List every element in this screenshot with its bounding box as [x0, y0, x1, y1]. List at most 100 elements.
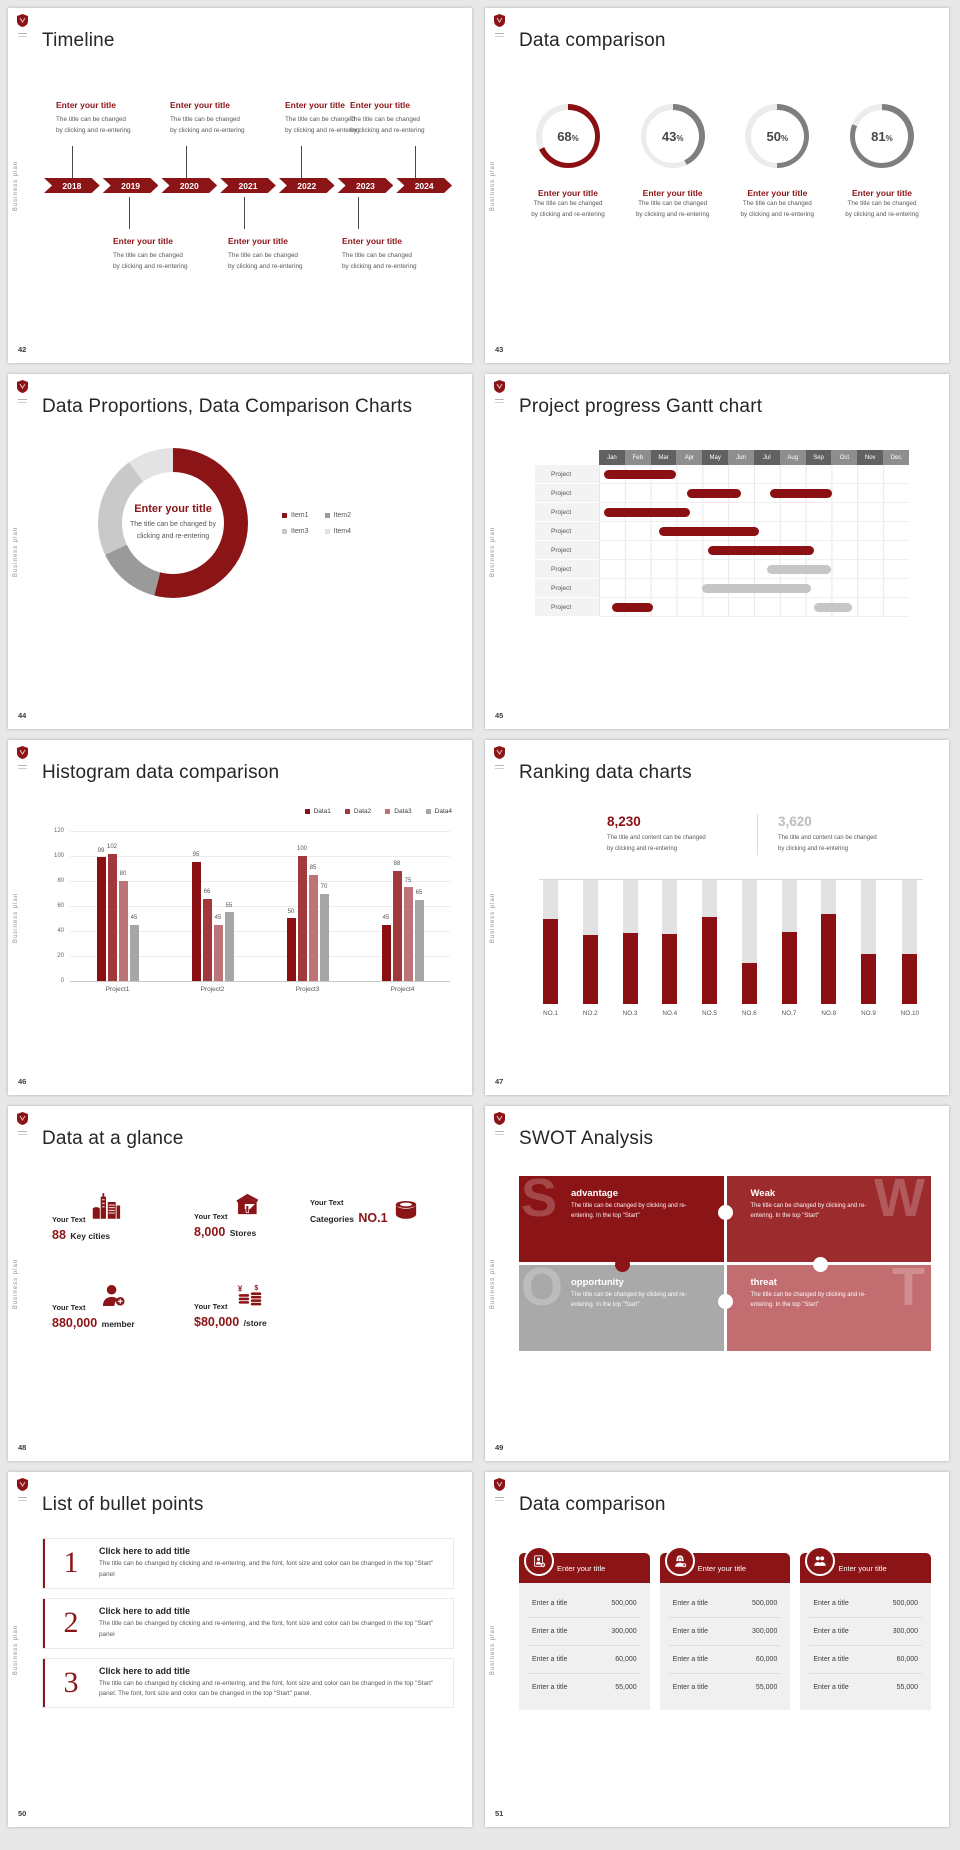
- bar-column: 99: [96, 831, 106, 981]
- card-header-title: Enter your title: [697, 1563, 747, 1573]
- timeline-entry: Enter your title The title can be change…: [228, 236, 326, 272]
- timeline-entry-text: by clicking and re-entering: [285, 127, 360, 135]
- ranking-columns: NO.1 NO.2 NO.3 NO.4 NO.5 NO.6 NO.7 NO.8 …: [539, 878, 923, 1017]
- ranking-column: NO.9: [861, 879, 876, 1017]
- pie-chart-area: Enter your title The title can be change…: [42, 448, 454, 598]
- bar-track: [702, 879, 717, 1004]
- data-bar: [392, 871, 402, 981]
- bar-value-label: 45: [130, 915, 138, 921]
- data-bar: [202, 898, 212, 981]
- team-icon: [805, 1546, 836, 1576]
- slide-number: 44: [18, 711, 27, 720]
- table-row: Enter a title 55,000: [669, 1674, 782, 1701]
- bar-value-label: 85: [309, 865, 317, 872]
- slide-number: 51: [495, 1809, 504, 1818]
- legend-swatch: [344, 809, 350, 814]
- donut-caption: by clicking and re-entering: [845, 211, 919, 219]
- city-buildings-icon: [91, 1192, 121, 1224]
- swot-letter: T: [892, 1265, 925, 1317]
- month-header-cell: Mar: [650, 450, 677, 465]
- gantt-track: [599, 465, 909, 484]
- legend-item: Data4: [425, 808, 452, 815]
- bullet-number: 2: [63, 1606, 79, 1640]
- timeline-entry-title: Enter your title: [170, 100, 230, 110]
- vertical-brand-label: Business plan: [490, 1624, 496, 1675]
- legend-item: Data3: [385, 808, 412, 815]
- vertical-brand-label: Business plan: [490, 160, 496, 211]
- gantt-row: Project: [535, 560, 909, 579]
- slide-49-thumbnail[interactable]: Business plan 49 SWOT Analysis S advanta…: [485, 1106, 949, 1461]
- table-row: Enter a title 60,000: [528, 1646, 641, 1674]
- data-bar: [414, 899, 424, 981]
- slide-42-thumbnail[interactable]: Business plan 42 Timeline Enter your tit…: [8, 8, 472, 363]
- donut-value: 81: [871, 128, 886, 144]
- timeline-entry-text: by clicking and re-entering: [113, 263, 188, 271]
- slide-46-thumbnail[interactable]: Business plan 46 Histogram data comparis…: [8, 740, 472, 1095]
- donut-pie-chart: Enter your title The title can be change…: [98, 448, 248, 598]
- gantt-row: Project: [535, 598, 909, 617]
- person-add-icon: [524, 1546, 554, 1576]
- bullet-body: The title can be changed by clicking and…: [99, 1560, 434, 1578]
- puzzle-knob: [615, 1256, 630, 1272]
- rank-label: NO.4: [662, 1009, 678, 1017]
- donut-title: Enter your title: [538, 188, 598, 198]
- stat-value: 8,000: [194, 1225, 226, 1239]
- row-label: Enter a title: [672, 1684, 709, 1691]
- percent-sign: %: [676, 134, 684, 143]
- gantt-row-label: Project: [535, 541, 599, 560]
- slide-title: List of bullet points: [42, 1494, 204, 1515]
- timeline-year-chevron: 2020: [161, 178, 217, 193]
- slide-43-thumbnail[interactable]: Business plan 43 Data comparison 68% Ent…: [485, 8, 949, 363]
- bar-fill: [741, 962, 757, 1004]
- row-label: Enter a title: [672, 1600, 709, 1607]
- slide-47-thumbnail[interactable]: Business plan 47 Ranking data charts 8,2…: [485, 740, 949, 1095]
- legend-label: Data2: [353, 808, 372, 815]
- slide-51-thumbnail[interactable]: Business plan 51 Data comparison Enter y…: [485, 1472, 949, 1827]
- bullet-heading: Click here to add title: [99, 1605, 191, 1616]
- month-header-cell: Jun: [728, 450, 754, 465]
- bar-fill: [781, 931, 797, 1004]
- ranking-column: NO.5: [702, 879, 717, 1017]
- row-value: 55,000: [896, 1684, 919, 1691]
- stat-label: Your Text: [310, 1198, 344, 1207]
- legend-swatch: [282, 528, 287, 534]
- table-row: Enter a title 55,000: [809, 1674, 922, 1701]
- swot-body-text: The title can be changed by clicking and…: [750, 1203, 867, 1219]
- row-value: 500,000: [611, 1600, 637, 1607]
- timeline-year-chevron: 2024: [396, 178, 452, 193]
- slide-50-thumbnail[interactable]: Business plan 50 List of bullet points 1…: [8, 1472, 472, 1827]
- swot-quadrant-strength: S advantage The title can be changed by …: [519, 1176, 724, 1262]
- coins-icon: ¥ $: [237, 1284, 267, 1311]
- timeline-year-chevron: 2023: [338, 178, 394, 193]
- gantt-track: [599, 598, 909, 617]
- bar-track: [622, 879, 638, 1004]
- puzzle-notch: [718, 1205, 733, 1220]
- rank-label: NO.7: [781, 1009, 797, 1017]
- swot-heading: advantage: [571, 1188, 618, 1199]
- card-header: Enter your title: [659, 1546, 791, 1583]
- slide-44-thumbnail[interactable]: Business plan 44 Data Proportions, Data …: [8, 374, 472, 729]
- legend-swatch: [324, 512, 330, 518]
- slide-title: Data comparison: [519, 30, 666, 51]
- timeline-entry: Enter your title The title can be change…: [285, 100, 383, 136]
- stat-item: Your Text 8,000 Stores: [194, 1192, 260, 1241]
- slide-48-thumbnail[interactable]: Business plan 48 Data at a glance Your T…: [8, 1106, 472, 1461]
- slide-45-thumbnail[interactable]: Business plan 45 Project progress Gantt …: [485, 374, 949, 729]
- school-crest-logo: [493, 380, 506, 403]
- timeline-entry-title: Enter your title: [285, 100, 345, 110]
- donut-progress-chart: 81%: [849, 104, 914, 168]
- bullet-text-block: Click here to add title The title can be…: [99, 1599, 453, 1648]
- month-header-cell: Jul: [753, 450, 780, 465]
- bar-value-label: 102: [106, 843, 118, 850]
- table-row: Enter a title 500,000: [668, 1590, 782, 1618]
- swot-body-text: The title can be changed by clicking and…: [571, 1203, 687, 1219]
- gantt-bar: [702, 584, 811, 593]
- gantt-row-label: Project: [535, 560, 599, 579]
- stat-item: Your Text 880,000 member: [52, 1284, 135, 1332]
- x-axis-labels: Project1 Project2 Project3 Project4: [70, 986, 450, 993]
- slide-title: Data comparison: [519, 1494, 666, 1515]
- timeline-entry-text: The title can be changed: [342, 252, 412, 259]
- row-value: 300,000: [611, 1628, 637, 1635]
- legend-swatch: [385, 809, 391, 814]
